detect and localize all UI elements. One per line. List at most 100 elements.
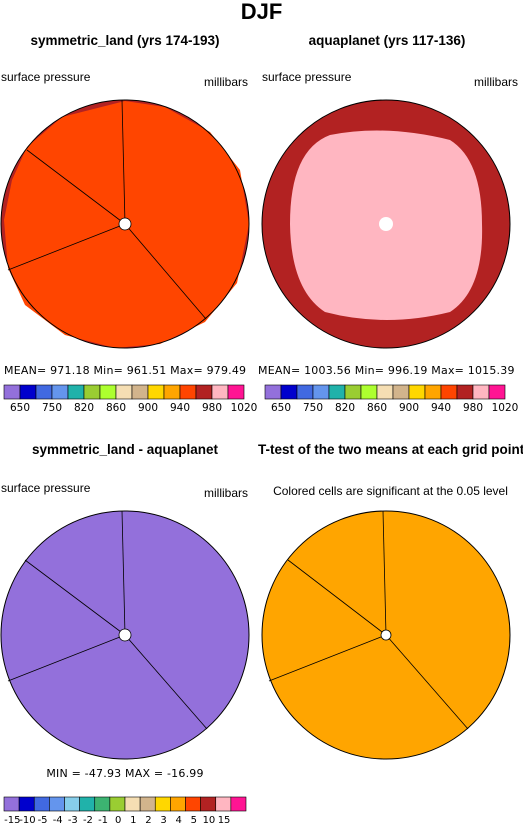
panel4-longitude-line: [382, 510, 387, 636]
panel1-colorbar: 650 750 820 860 900 940 980 1020: [3, 384, 258, 414]
panel1-colorbar-tick-label: 940: [170, 402, 190, 414]
panel3-colorbar-tick-label: 1: [130, 815, 136, 825]
panel1-colorbar-cell: [195, 384, 213, 400]
panel2-colorbar-cell: [360, 384, 378, 400]
panel3-colorbar-cell: [49, 796, 65, 812]
panel1-colorbar-tick-label: 1020: [231, 402, 258, 414]
panel1-colorbar-cell: [83, 384, 101, 400]
panel3-colorbar-cell: [215, 796, 232, 812]
panel1-summary-stats: MEAN= 971.18 Min= 961.51 Max= 979.49: [4, 364, 247, 377]
panel2-colorbar-cell: [472, 384, 490, 400]
panel3-colorbar-cell: [230, 796, 247, 812]
panel4-map-boundary: [261, 510, 511, 760]
panel1-longitude-line: [121, 99, 126, 225]
panel1-colorbar-tick-label: 900: [138, 402, 158, 414]
panel1-colorbar-cell: [115, 384, 133, 400]
panel3-map-boundary: [0, 510, 250, 760]
panel3-colorbar-tick-label: 5: [191, 815, 197, 825]
panel1-colorbar-tick-label: 750: [42, 402, 62, 414]
panel2-colorbar-tick-label: 980: [463, 402, 483, 414]
panel3-colorbar-cell: [18, 796, 35, 812]
panel1-colorbar-cell: [163, 384, 181, 400]
panel3-variable-label: surface pressure: [1, 481, 91, 495]
panel3-colorbar-tick-label: -5: [38, 815, 48, 825]
panel1-colorbar-tick-label: 650: [10, 402, 30, 414]
panel3-colorbar-cell: [124, 796, 141, 812]
panel3-summary-stats: MIN = -47.93 MAX = -16.99: [46, 767, 204, 780]
panel1-colorbar-cell: [99, 384, 117, 400]
panel3-colorbar: -15-10 -5 -4 -3 -2 -1 0 1 2 3 4 5 10 15: [3, 796, 247, 825]
panel3-colorbar-cell: [139, 796, 156, 812]
panel3-longitude-line: [24, 559, 126, 636]
panel2-colorbar-cell: [264, 384, 282, 400]
panel2-colorbar-tick-label: 820: [335, 402, 355, 414]
panel4-polar-map: [261, 510, 511, 760]
panel3-colorbar-tick-label: 0: [115, 815, 121, 825]
panel2-colorbar-cell: [488, 384, 506, 400]
panel2-colorbar-tick-label: 650: [271, 402, 291, 414]
panel4-longitude-line: [268, 634, 387, 682]
panel3-pole-marker: [118, 628, 132, 642]
panel4-title: T-test of the two means at each grid poi…: [258, 442, 523, 457]
panel3-colorbar-tick-label: -15: [4, 815, 20, 825]
panel3-colorbar-tick-label: 3: [160, 815, 166, 825]
panel2-colorbar-cell: [408, 384, 426, 400]
panel3-colorbar-tick-label: -2: [83, 815, 93, 825]
panel3-colorbar-cell: [33, 796, 50, 812]
panel1-colorbar-tick-label: 860: [106, 402, 126, 414]
panel2-pole-marker: [379, 217, 393, 231]
panel1-colorbar-cell: [51, 384, 69, 400]
panel2-colorbar-cell: [424, 384, 442, 400]
panel2-colorbar-cell: [328, 384, 346, 400]
panel1-colorbar-cell: [35, 384, 53, 400]
figure-title: DJF: [240, 0, 283, 24]
panel4-longitude-line: [287, 559, 387, 636]
panel3-colorbar-tick-label: 2: [145, 815, 151, 825]
panel1-longitude-line: [7, 223, 126, 271]
panel3-colorbar-cell: [64, 796, 80, 812]
panel2-colorbar-cell: [344, 384, 362, 400]
panel3-colorbar-cell: [109, 796, 126, 812]
panel3-colorbar-cell: [185, 796, 201, 812]
panel2-units-label: millibars: [473, 75, 518, 89]
panel3-colorbar-tick-label: -4: [53, 815, 63, 825]
panel1-title: symmetric_land (yrs 174-193): [30, 33, 220, 48]
panel3-colorbar-cell: [170, 796, 186, 812]
panel3-colorbar-tick-label: -3: [68, 815, 78, 825]
panel2-colorbar-tick-label: 1020: [492, 402, 519, 414]
panel2-variable-label: surface pressure: [262, 70, 352, 84]
panel3-longitude-line: [124, 634, 208, 730]
panel3-colorbar-cell: [94, 796, 111, 812]
panel1-colorbar-tick-label: 980: [202, 402, 222, 414]
panel1-pole-marker: [118, 217, 132, 231]
panel1-colorbar-cell: [3, 384, 21, 400]
panel2-colorbar-tick-label: 860: [367, 402, 387, 414]
panel2-colorbar-cell: [392, 384, 410, 400]
panel4-significance-note: Colored cells are significant at the 0.0…: [273, 484, 508, 498]
panel1-colorbar-cell: [179, 384, 197, 400]
panel1-colorbar-cell: [227, 384, 245, 400]
panel2-map-boundary: [261, 99, 511, 349]
panel4-pole-marker: [380, 629, 392, 641]
panel3-units-label: millibars: [203, 486, 248, 500]
panel2-colorbar-cell: [440, 384, 458, 400]
panel2-title: aquaplanet (yrs 117-136): [308, 33, 466, 48]
panel1-polar-map: [0, 99, 250, 349]
panel2-colorbar-cell: [456, 384, 474, 400]
panel3-title: symmetric_land - aquaplanet: [31, 442, 219, 457]
panel1-colorbar-cell: [147, 384, 165, 400]
panel2-colorbar-cell: [296, 384, 314, 400]
panel3-colorbar-tick-label: -10: [19, 815, 35, 825]
panel1-longitude-line: [26, 149, 126, 225]
panel3-longitude-line: [121, 510, 126, 636]
panel2-colorbar-tick-label: 750: [303, 402, 323, 414]
panel1-colorbar-cell: [67, 384, 85, 400]
panel2-colorbar-tick-label: 940: [431, 402, 451, 414]
panel2-colorbar-cell: [376, 384, 394, 400]
panel1-longitude-line: [124, 223, 207, 320]
panel1-colorbar-tick-label: 820: [74, 402, 94, 414]
panel1-units-label: millibars: [203, 75, 248, 89]
panel1-variable-label: surface pressure: [1, 70, 91, 84]
panel3-colorbar-cell: [3, 796, 20, 812]
